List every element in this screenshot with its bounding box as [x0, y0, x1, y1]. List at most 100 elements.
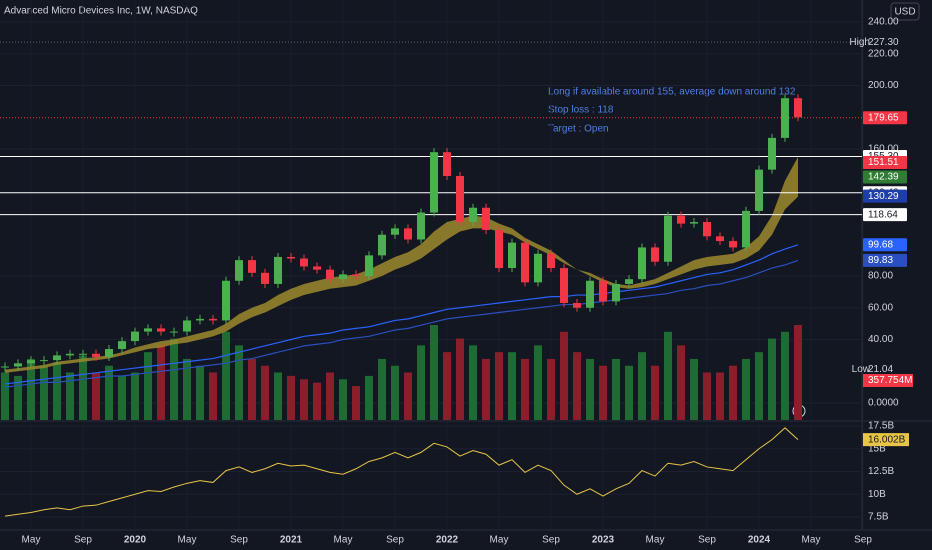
- candle: [521, 242, 529, 283]
- volume-bar: [664, 331, 672, 420]
- candle: [716, 236, 724, 242]
- candle: [300, 258, 308, 267]
- price-tag: [863, 363, 907, 377]
- candle: [781, 98, 789, 138]
- candle: [469, 207, 477, 223]
- candle: [729, 241, 737, 248]
- candle: [482, 207, 490, 230]
- candle: [313, 266, 321, 270]
- volume-bar: [183, 358, 191, 420]
- candle: [326, 269, 334, 280]
- candle: [664, 215, 672, 262]
- candle: [352, 274, 360, 276]
- volume-bar: [92, 372, 100, 420]
- volume-bar: [573, 352, 581, 420]
- volume-bar: [235, 345, 243, 420]
- volume-bar: [300, 379, 308, 420]
- y-tick-label: 15B: [868, 443, 886, 454]
- y-tick-label: 200.00: [868, 80, 899, 91]
- volume-bar: [625, 365, 633, 420]
- volume-bar: [755, 352, 763, 420]
- price-tag-label: 227.30: [868, 37, 899, 48]
- candle: [742, 210, 750, 248]
- candle: [53, 355, 61, 361]
- candle: [40, 360, 48, 362]
- volume-bar: [742, 358, 750, 420]
- candle: [157, 328, 165, 332]
- volume-bar: [196, 365, 204, 420]
- price-tag-label: 142.39: [868, 172, 899, 183]
- candle: [365, 255, 373, 276]
- x-tick-label: May: [178, 535, 197, 546]
- volume-bar: [222, 331, 230, 420]
- volume-bar: [118, 375, 126, 420]
- candle: [599, 280, 607, 302]
- currency-button[interactable]: [890, 2, 920, 21]
- candle: [131, 331, 139, 342]
- volume-bar: [170, 338, 178, 420]
- x-tick-label: 2021: [280, 535, 303, 546]
- volume-bar: [404, 372, 412, 420]
- candle: [612, 283, 620, 302]
- candle: [508, 242, 516, 269]
- annotation: Target : Open: [548, 124, 609, 135]
- x-tick-label: May: [490, 535, 509, 546]
- volume-bar: [248, 358, 256, 420]
- candle: [417, 212, 425, 240]
- volume-bar: [521, 358, 529, 420]
- moving-average: [4, 259, 799, 388]
- annotation: Long if available around 155, average do…: [548, 87, 796, 98]
- volume-bar: [443, 352, 451, 420]
- volume-bar: [105, 365, 113, 420]
- price-tag: [863, 253, 907, 267]
- candle: [261, 272, 269, 284]
- candle: [222, 280, 230, 321]
- volume-bar: [53, 362, 61, 420]
- volume-bar: [495, 352, 503, 420]
- candle: [677, 215, 685, 224]
- volume-bar: [651, 365, 659, 420]
- currency-label[interactable]: USD: [894, 7, 915, 18]
- indicator-line: [4, 427, 799, 517]
- price-tag-label: 21.04: [868, 364, 893, 375]
- volume-bar: [144, 352, 152, 420]
- candle: [404, 228, 412, 240]
- candle: [79, 353, 87, 355]
- price-tag-name: Low: [852, 364, 871, 375]
- candle: [560, 268, 568, 303]
- volume-bar: [417, 345, 425, 420]
- volume-bar: [430, 325, 438, 420]
- volume-bar: [40, 365, 48, 420]
- volume-tag: [863, 374, 913, 387]
- volume-bar: [326, 372, 334, 420]
- candle: [547, 253, 555, 269]
- price-tag-label: 151.51: [868, 157, 899, 168]
- y-tick-label: 60.00: [868, 302, 893, 313]
- annotation: Stop loss : 118: [548, 105, 614, 116]
- volume-bar: [261, 365, 269, 420]
- volume-bar: [534, 345, 542, 420]
- y-tick-label: 0.0000: [868, 398, 899, 409]
- candle: [196, 318, 204, 321]
- candle: [14, 363, 22, 367]
- price-tag: [863, 238, 907, 252]
- price-tag: [863, 35, 907, 49]
- volume-bar: [677, 345, 685, 420]
- x-tick-label: Sep: [230, 535, 248, 546]
- candle: [144, 328, 152, 332]
- volume-bar: [313, 382, 321, 420]
- x-tick-label: Sep: [698, 535, 716, 546]
- volume-bar: [66, 372, 74, 420]
- candle: [287, 256, 295, 259]
- volume-bar: [27, 358, 35, 420]
- volume-bar: [638, 352, 646, 420]
- volume-bar: [729, 365, 737, 420]
- candle: [66, 353, 74, 356]
- x-tick-label: May: [22, 535, 41, 546]
- candle: [378, 234, 386, 256]
- volume-bar: [131, 372, 139, 420]
- price-tag-label: 89.83: [868, 255, 893, 266]
- y-tick-label: 40.00: [868, 334, 893, 345]
- price-tag-label: 179.65: [868, 112, 899, 123]
